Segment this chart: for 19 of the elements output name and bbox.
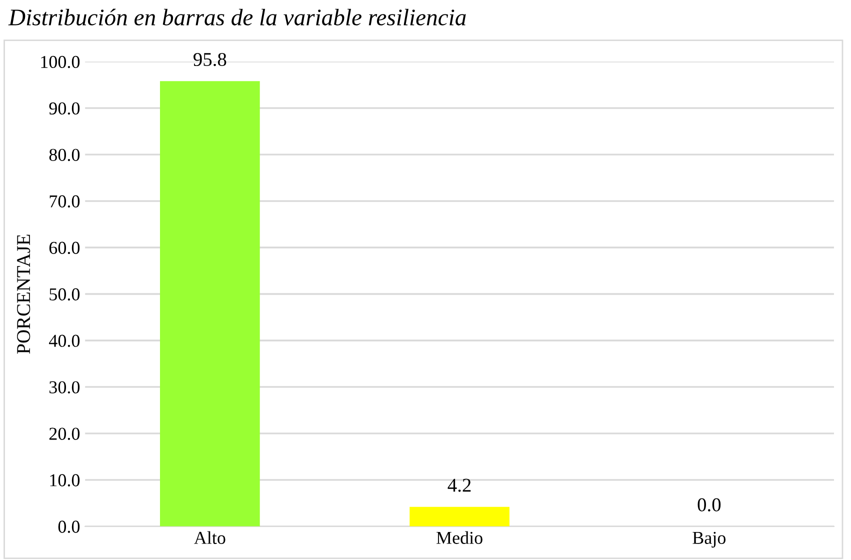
- y-tick-label: 0.0: [58, 520, 80, 533]
- x-tick-label: Alto: [194, 531, 226, 544]
- data-label: 95.8: [194, 52, 226, 66]
- data-label: 4.2: [448, 478, 471, 492]
- y-axis-title: PORCENTAJE: [17, 234, 30, 354]
- chart-title: Distribución en barras de la variable resiliencia: [8, 8, 466, 26]
- y-tick-label: 20.0: [49, 428, 80, 440]
- y-tick-label: 30.0: [50, 381, 80, 394]
- y-tick-label: 80.0: [49, 148, 80, 162]
- y-tick-label: 50.0: [50, 288, 80, 301]
- y-tick-label: 70.0: [50, 195, 80, 208]
- y-tick-label: 100.0: [41, 56, 80, 68]
- y-tick-label: 40.0: [48, 334, 80, 347]
- y-tick-label: 10.0: [50, 474, 80, 486]
- data-label: 0.0: [698, 498, 721, 512]
- y-tick-label: 60.0: [49, 242, 80, 254]
- x-tick-label: Bajo: [692, 532, 726, 548]
- y-tick-label: 90.0: [49, 102, 80, 115]
- x-tick-label: Medio: [436, 531, 482, 544]
